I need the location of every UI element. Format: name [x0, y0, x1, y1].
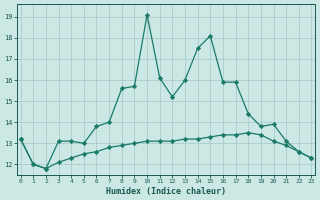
X-axis label: Humidex (Indice chaleur): Humidex (Indice chaleur) [106, 187, 226, 196]
